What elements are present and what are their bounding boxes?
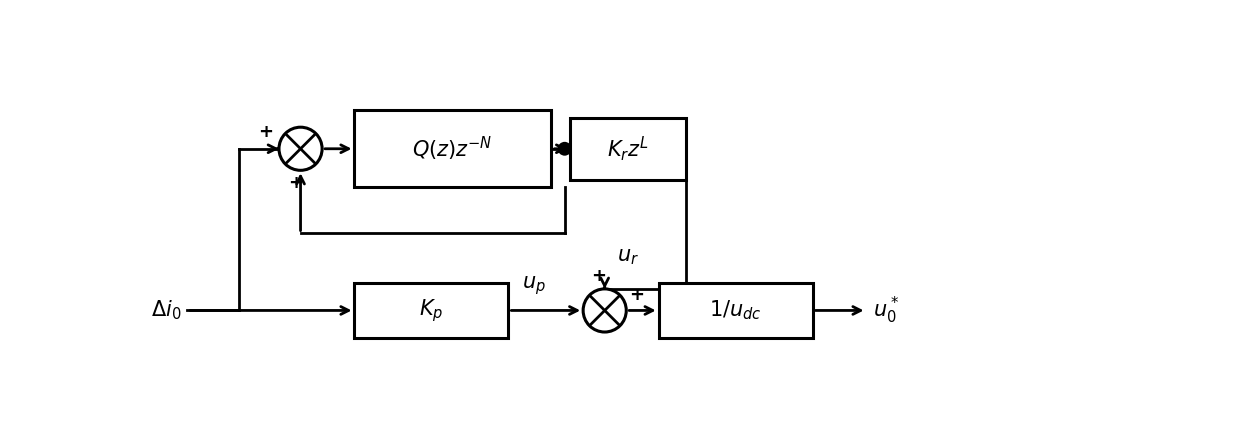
- Text: $K_r z^{L}$: $K_r z^{L}$: [608, 135, 649, 163]
- Text: +: +: [258, 123, 273, 141]
- Text: $Q(z)z^{-N}$: $Q(z)z^{-N}$: [413, 135, 492, 163]
- Text: $\Delta i_0$: $\Delta i_0$: [151, 299, 181, 322]
- Text: +: +: [289, 174, 304, 192]
- Text: +: +: [591, 267, 606, 285]
- Bar: [355, 283, 508, 338]
- Circle shape: [279, 127, 322, 170]
- Text: $u_r$: $u_r$: [616, 247, 639, 267]
- Text: $u_0^*$: $u_0^*$: [873, 295, 899, 326]
- Text: $K_p$: $K_p$: [419, 297, 444, 324]
- Circle shape: [558, 142, 572, 156]
- Text: +: +: [630, 286, 645, 304]
- Bar: [570, 118, 686, 179]
- Bar: [658, 283, 812, 338]
- Circle shape: [583, 289, 626, 332]
- Text: $u_p$: $u_p$: [522, 274, 546, 297]
- Bar: [355, 110, 551, 187]
- Text: $1/u_{dc}$: $1/u_{dc}$: [709, 299, 761, 322]
